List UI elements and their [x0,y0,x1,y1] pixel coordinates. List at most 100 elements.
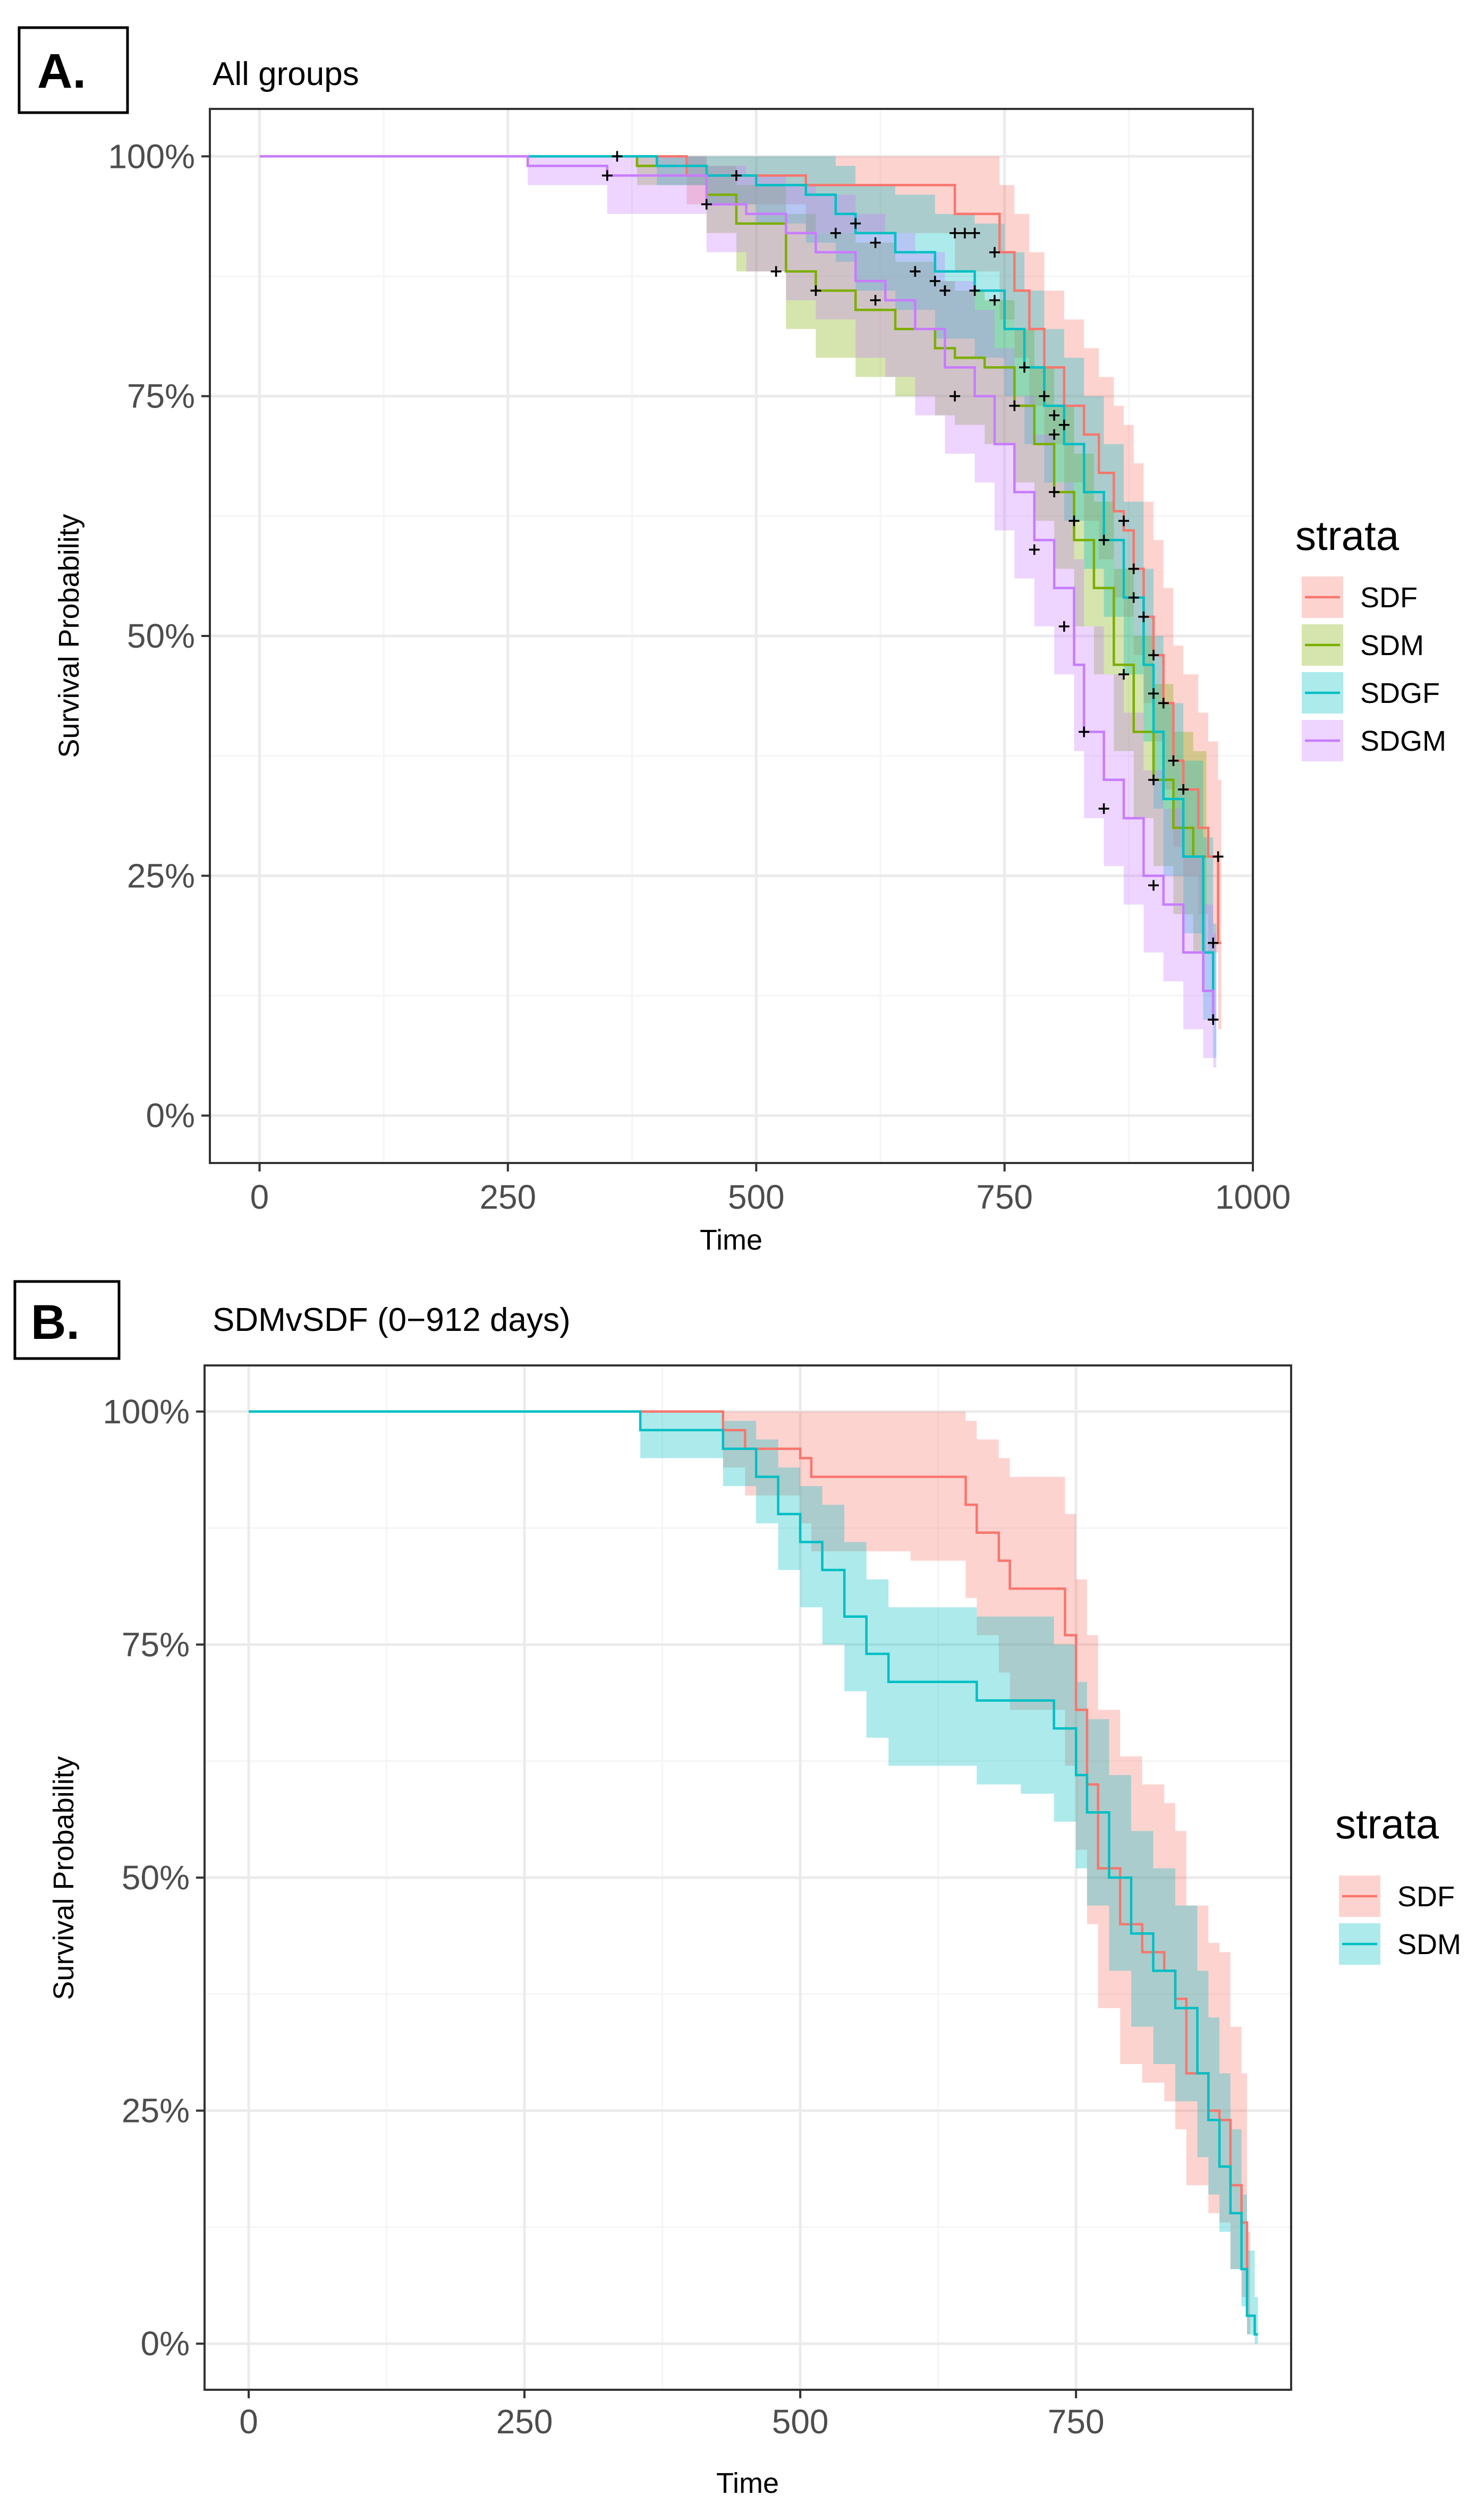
panel-a-censor-mark-sdm [1049,487,1060,498]
panel-a-censor-mark-sdf [1158,698,1169,709]
panel-a-legend-label-sdf: SDF [1360,582,1418,614]
panel-b-x-tick-label: 500 [772,2403,829,2441]
panel-a-censor-mark-sdf [1168,755,1179,766]
panel-a-censor-mark-sdgf [1148,688,1159,699]
panel-a-censor-mark-sdf [949,227,961,239]
panel-a-x-axis-title: Time [700,1224,762,1256]
panel-a-censor-mark-sdm [1069,515,1080,527]
panel-b-y-tick-label: 100% [103,1393,190,1431]
panel-a-censor-mark-sdgm [1098,803,1109,814]
panel-a-censor-mark-sdgm [830,227,841,239]
panel-a-censor-mark-sdgf [1019,362,1030,373]
panel-a-survival-curve-sdgm [259,155,1217,1021]
panel-a-censor-mark-sdgf [850,218,861,229]
panel-a-censor-mark-sdgf [989,295,1000,306]
panel-b-x-tick-label: 250 [496,2403,553,2441]
panel-a-censor-mark-sdgm [701,199,712,210]
panel-b-title: SDMvSDF (0−912 days) [213,1302,571,1338]
panel-a-x-tick-label: 500 [728,1178,785,1216]
panel-a-censor-mark-sdgf [939,285,951,296]
panel-a-censor-mark-sdgf [1208,937,1219,948]
panel-a-censor-mark-sdgm [949,391,961,402]
panel-a-censor-mark-sdm [1118,669,1129,680]
panel-a-censor-mark-sdgf [612,151,623,162]
panel-a-censor-mark-sdf [1212,851,1224,862]
panel-a-x-tick-label: 1000 [1215,1178,1291,1216]
panel-b-x-tick-label: 750 [1048,2403,1105,2441]
panel-a-censor-mark-sdm [770,266,782,277]
panel-b: B. SDMvSDF (0−912 days) 0%25%50%75%100% … [13,1280,1461,2499]
panel-a-ci-band-sdm [259,156,1207,953]
panel-b-y-tick-label: 50% [122,1858,190,1897]
panel-a-censor-mark-sdf [959,227,970,239]
panel-b-survival-curve-sdf [249,1410,1250,2317]
panel-a-y-tick-label: 50% [127,617,195,655]
panel-a-censor-mark-sdf [1178,784,1189,795]
panel-b-y-tick-label: 75% [122,1625,190,1663]
panel-a-legend: strata SDF SDM SDGF SDGM [1295,512,1446,761]
panel-a-legend-label-sdm: SDM [1360,630,1424,661]
panel-b-label: B. [31,1295,80,1349]
panel-b-x-axis: 0 250 500 750 [239,2390,1105,2441]
panel-a-censor-mark-sdgm [1208,1014,1219,1025]
panel-b-y-tick-label: 25% [122,2092,190,2130]
panel-b-y-axis-title: Survival Probability [48,1756,80,2000]
panel-a-censor-mark-sdm [810,285,821,296]
panel-b-y-tick-label: 0% [141,2324,190,2363]
panel-a-censor-mark-sdgm [1148,880,1159,891]
panel-a-censor-mark-sdgf [870,237,881,248]
panel-a-y-tick-label: 75% [127,377,195,415]
panel-a-censor-mark-sdgf [1049,429,1060,440]
panel-a-censor-mark-sdf [1049,410,1060,421]
panel-a-y-tick-label: 25% [127,856,195,895]
panel-a-y-tick-label: 100% [108,137,195,175]
panel-b-ribbons [249,1411,1258,2344]
panel-a-survival-curve-sdf [259,155,1222,944]
panel-a-censor-mark-sdgf [1098,534,1109,546]
panel-a-label-box [18,26,129,114]
panel-a-ribbons [259,156,1222,1068]
panel-a-y-axis: 0% 25% 50% 75% 100% [108,137,210,1135]
panel-a-censor-mark-sdm [1009,400,1020,411]
panel-a-y-tick-label: 0% [146,1097,196,1135]
panel-a-censor-mark-sdgm [1058,621,1070,632]
panel-b-curves [249,1410,1258,2336]
panel-a-censor-mark-sdgm [1029,544,1040,555]
panel-b-legend-label-sdm: SDM [1397,1929,1461,1960]
panel-a-y-axis-title: Survival Probability [53,514,85,758]
panel-a-censor-marks [601,151,1224,1025]
panel-b-ci-band-sdm [249,1411,1258,2344]
panel-a-x-tick-label: 250 [479,1178,536,1216]
panel-b-x-axis-title: Time [716,2467,779,2499]
panel-a-legend-title: strata [1295,512,1400,559]
panel-a-censor-mark-sdgm [731,170,742,181]
panel-b-x-tick-label: 0 [239,2403,258,2441]
panel-a-censor-mark-sdgm [601,170,613,181]
panel-a-x-tick-label: 0 [250,1178,269,1216]
panel-b-label-box [13,1280,121,1360]
panel-a-censor-mark-sdf [1128,563,1139,574]
panel-b-survival-curve-sdm [249,1410,1258,2336]
panel-b-y-axis: 0% 25% 50% 75% 100% [103,1393,205,2363]
panel-a-censor-mark-sdf [1148,650,1159,661]
panel-a-x-axis: 0 250 500 750 1000 [250,1163,1291,1216]
panel-a-censor-mark-sdm [929,275,940,286]
panel-a-legend-label-sdgf: SDGF [1360,677,1440,709]
panel-a: A. All groups 0% 25% 50% 75% 100% 0 250 500 750… [18,26,1446,1256]
panel-a-censor-mark-sdgm [1079,726,1090,737]
panel-a-label: A. [37,44,86,98]
panel-b-legend: strata SDF SDM [1335,1801,1461,1965]
panel-b-legend-title: strata [1335,1801,1439,1847]
panel-a-x-tick-label: 750 [976,1178,1033,1216]
panel-b-ci-band-sdf [249,1411,1250,2335]
panel-a-censor-mark-sdgm [870,295,881,306]
panel-a-censor-mark-sdf [1138,611,1149,622]
panel-a-title: All groups [213,56,359,92]
panel-a-censor-mark-sdm [969,285,980,296]
panel-a-censor-mark-sdf [969,227,980,239]
panel-a-legend-label-sdgm: SDGM [1360,725,1446,757]
panel-a-censor-mark-sdf [989,247,1000,258]
panel-a-ci-band-sdgm [259,156,1217,1068]
panel-a-censor-mark-sdgf [910,266,921,277]
